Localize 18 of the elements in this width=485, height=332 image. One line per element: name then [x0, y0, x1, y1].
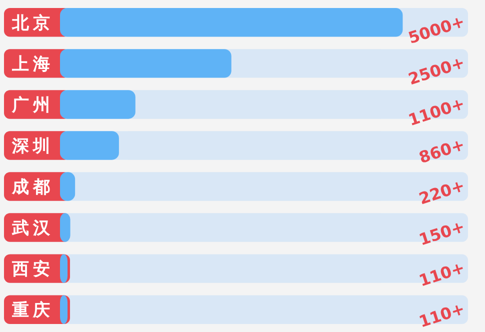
y-tick-label: 北京	[11, 14, 54, 34]
y-tick-label: 广州	[11, 96, 54, 116]
data-label: 220+	[416, 176, 468, 208]
y-tick-label: 重庆	[11, 300, 54, 321]
data-label: 2500+	[406, 52, 468, 89]
data-label: 110+	[416, 258, 468, 290]
y-tick-label: 武汉	[11, 218, 54, 239]
y-tick-label: 成都	[11, 178, 54, 198]
data-label: 150+	[416, 216, 468, 250]
y-tick-label: 深圳	[11, 136, 54, 157]
y-tick-label: 西安	[11, 260, 54, 280]
data-label: 110+	[416, 298, 468, 332]
data-label: 1100+	[406, 94, 468, 130]
bar	[60, 213, 70, 242]
bar	[60, 172, 76, 201]
data-label: 5000+	[406, 12, 468, 48]
y-tick-label: 上海	[11, 54, 54, 75]
data-label: 860+	[416, 134, 468, 168]
